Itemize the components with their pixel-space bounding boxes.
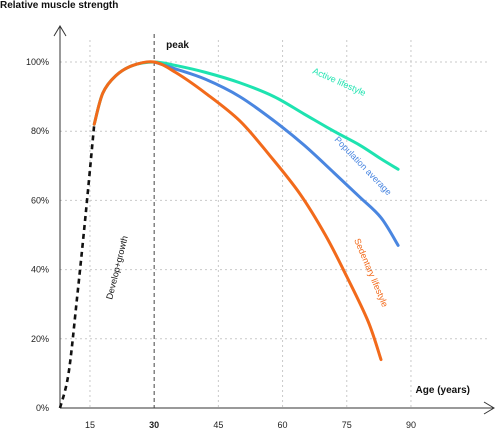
y-tick-label: 100% [26,57,49,67]
peak-label: peak [166,40,189,51]
y-axis-arrow [53,25,67,37]
peak-marker: peak [153,34,189,408]
x-tick-label: 30 [149,420,159,430]
x-tick-label: 90 [406,420,416,430]
x-tick-label: 45 [213,420,223,430]
curve-label-active-lifestyle: Active lifestyle [311,66,367,98]
x-tick-label: 15 [85,420,95,430]
axes [53,25,495,415]
y-axis-title: Relative muscle strength [0,0,118,11]
series-line-population-average [152,60,400,247]
x-tick-label: 60 [278,420,288,430]
x-tick-label: 75 [342,420,352,430]
y-tick-label: 80% [31,126,49,136]
series-line-sedentary-lifestyle [92,60,383,362]
x-axis-arrow [483,401,495,415]
series-lines [58,60,400,409]
y-tick-label: 40% [31,265,49,275]
y-tick-label: 60% [31,195,49,205]
y-tick-label: 20% [31,334,49,344]
curve-label-population-average: Population average [333,134,394,197]
tick-labels: 0% 20% 40% 60% 80% 100% 15 30 45 60 75 90 [26,57,416,430]
x-axis-title: Age (years) [416,385,470,396]
curve-label-develop-growth: Develop+growth [104,235,129,301]
y-tick-label: 0% [36,403,49,413]
series-line-develop-growth [58,124,96,409]
